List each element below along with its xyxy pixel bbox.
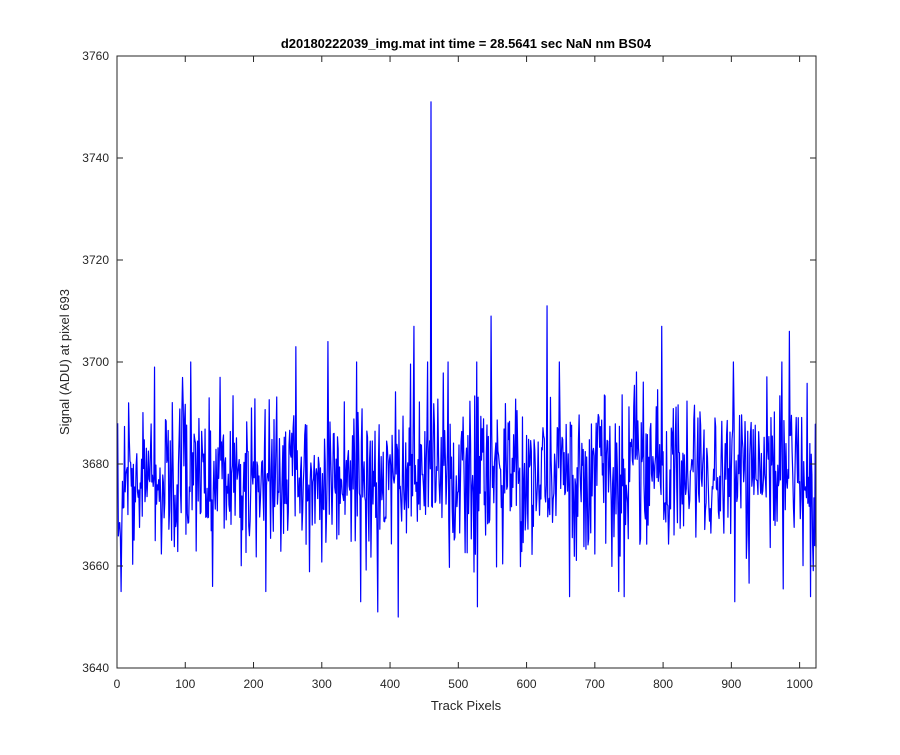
x-tick-label: 400 xyxy=(380,677,400,691)
x-tick-label: 200 xyxy=(244,677,264,691)
y-axis-label: Signal (ADU) at pixel 693 xyxy=(57,289,72,435)
plot-background xyxy=(117,56,816,668)
x-tick-label: 800 xyxy=(653,677,673,691)
y-tick-label: 3660 xyxy=(82,559,109,573)
x-tick-label: 0 xyxy=(114,677,121,691)
x-axis: 0 100 200 300 400 500 600 700 800 900 1000 xyxy=(114,56,813,691)
x-tick-label: 100 xyxy=(175,677,195,691)
x-tick-label: 500 xyxy=(448,677,468,691)
y-tick-label: 3640 xyxy=(82,661,109,675)
y-axis: 3640 3660 3680 3700 3720 3740 3760 xyxy=(82,49,816,675)
y-tick-label: 3680 xyxy=(82,457,109,471)
x-tick-label: 700 xyxy=(585,677,605,691)
y-tick-label: 3760 xyxy=(82,49,109,63)
x-tick-label: 1000 xyxy=(786,677,813,691)
x-tick-label: 600 xyxy=(517,677,537,691)
chart-title: d20180222039_img.mat int time = 28.5641 … xyxy=(281,36,652,51)
y-tick-label: 3700 xyxy=(82,355,109,369)
series-layer xyxy=(117,101,817,618)
x-axis-label: Track Pixels xyxy=(431,698,502,713)
y-tick-label: 3740 xyxy=(82,151,109,165)
signal-line xyxy=(117,101,817,618)
y-tick-label: 3720 xyxy=(82,253,109,267)
x-tick-label: 300 xyxy=(312,677,332,691)
x-tick-label: 900 xyxy=(721,677,741,691)
